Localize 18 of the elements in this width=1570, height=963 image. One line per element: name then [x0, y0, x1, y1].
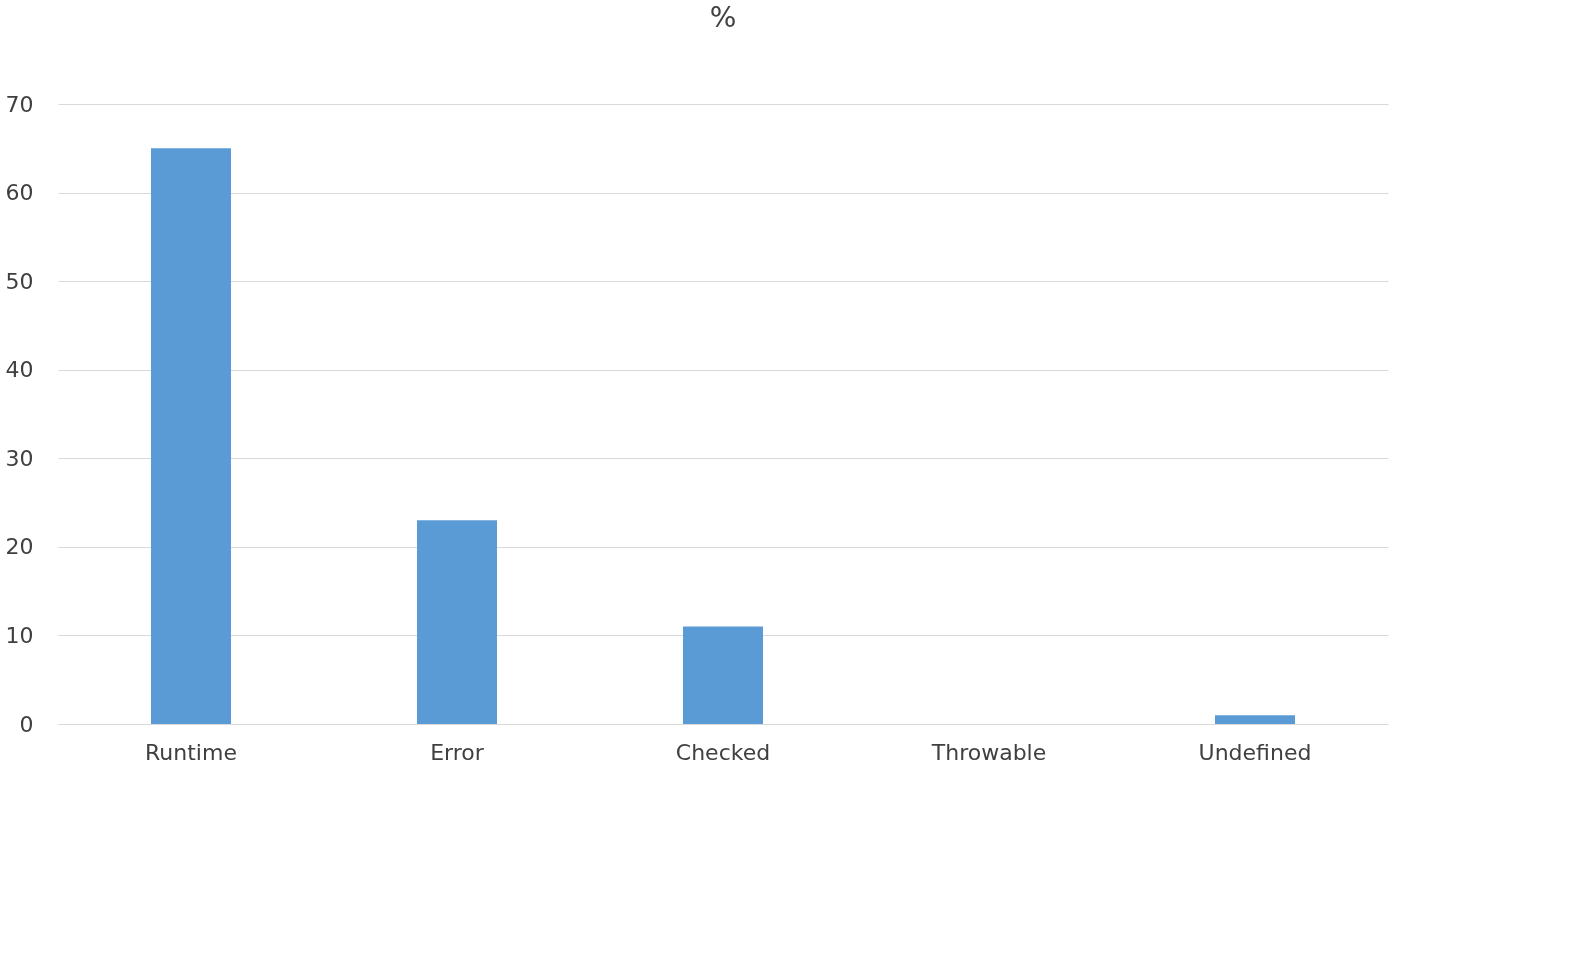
- bar: [417, 520, 497, 724]
- x-tick-label: Throwable: [930, 739, 1047, 765]
- y-tick-label: 70: [5, 91, 34, 117]
- x-tick-label: Runtime: [145, 739, 237, 765]
- x-tick-label: Error: [430, 739, 485, 765]
- bar: [151, 148, 231, 724]
- bar: [683, 626, 763, 724]
- x-tick-label: Checked: [675, 739, 771, 765]
- y-tick-label: 10: [5, 622, 34, 648]
- y-tick-label: 20: [5, 534, 34, 560]
- bar: [1215, 715, 1295, 724]
- y-tick-label: 50: [5, 268, 34, 294]
- y-tick-label: 40: [5, 357, 34, 383]
- x-tick-label: Undefined: [1198, 739, 1312, 765]
- y-tick-label: 30: [5, 445, 34, 471]
- y-tick-label: 60: [5, 180, 34, 206]
- chart-title: %: [709, 1, 737, 34]
- y-tick-label: 0: [19, 711, 34, 737]
